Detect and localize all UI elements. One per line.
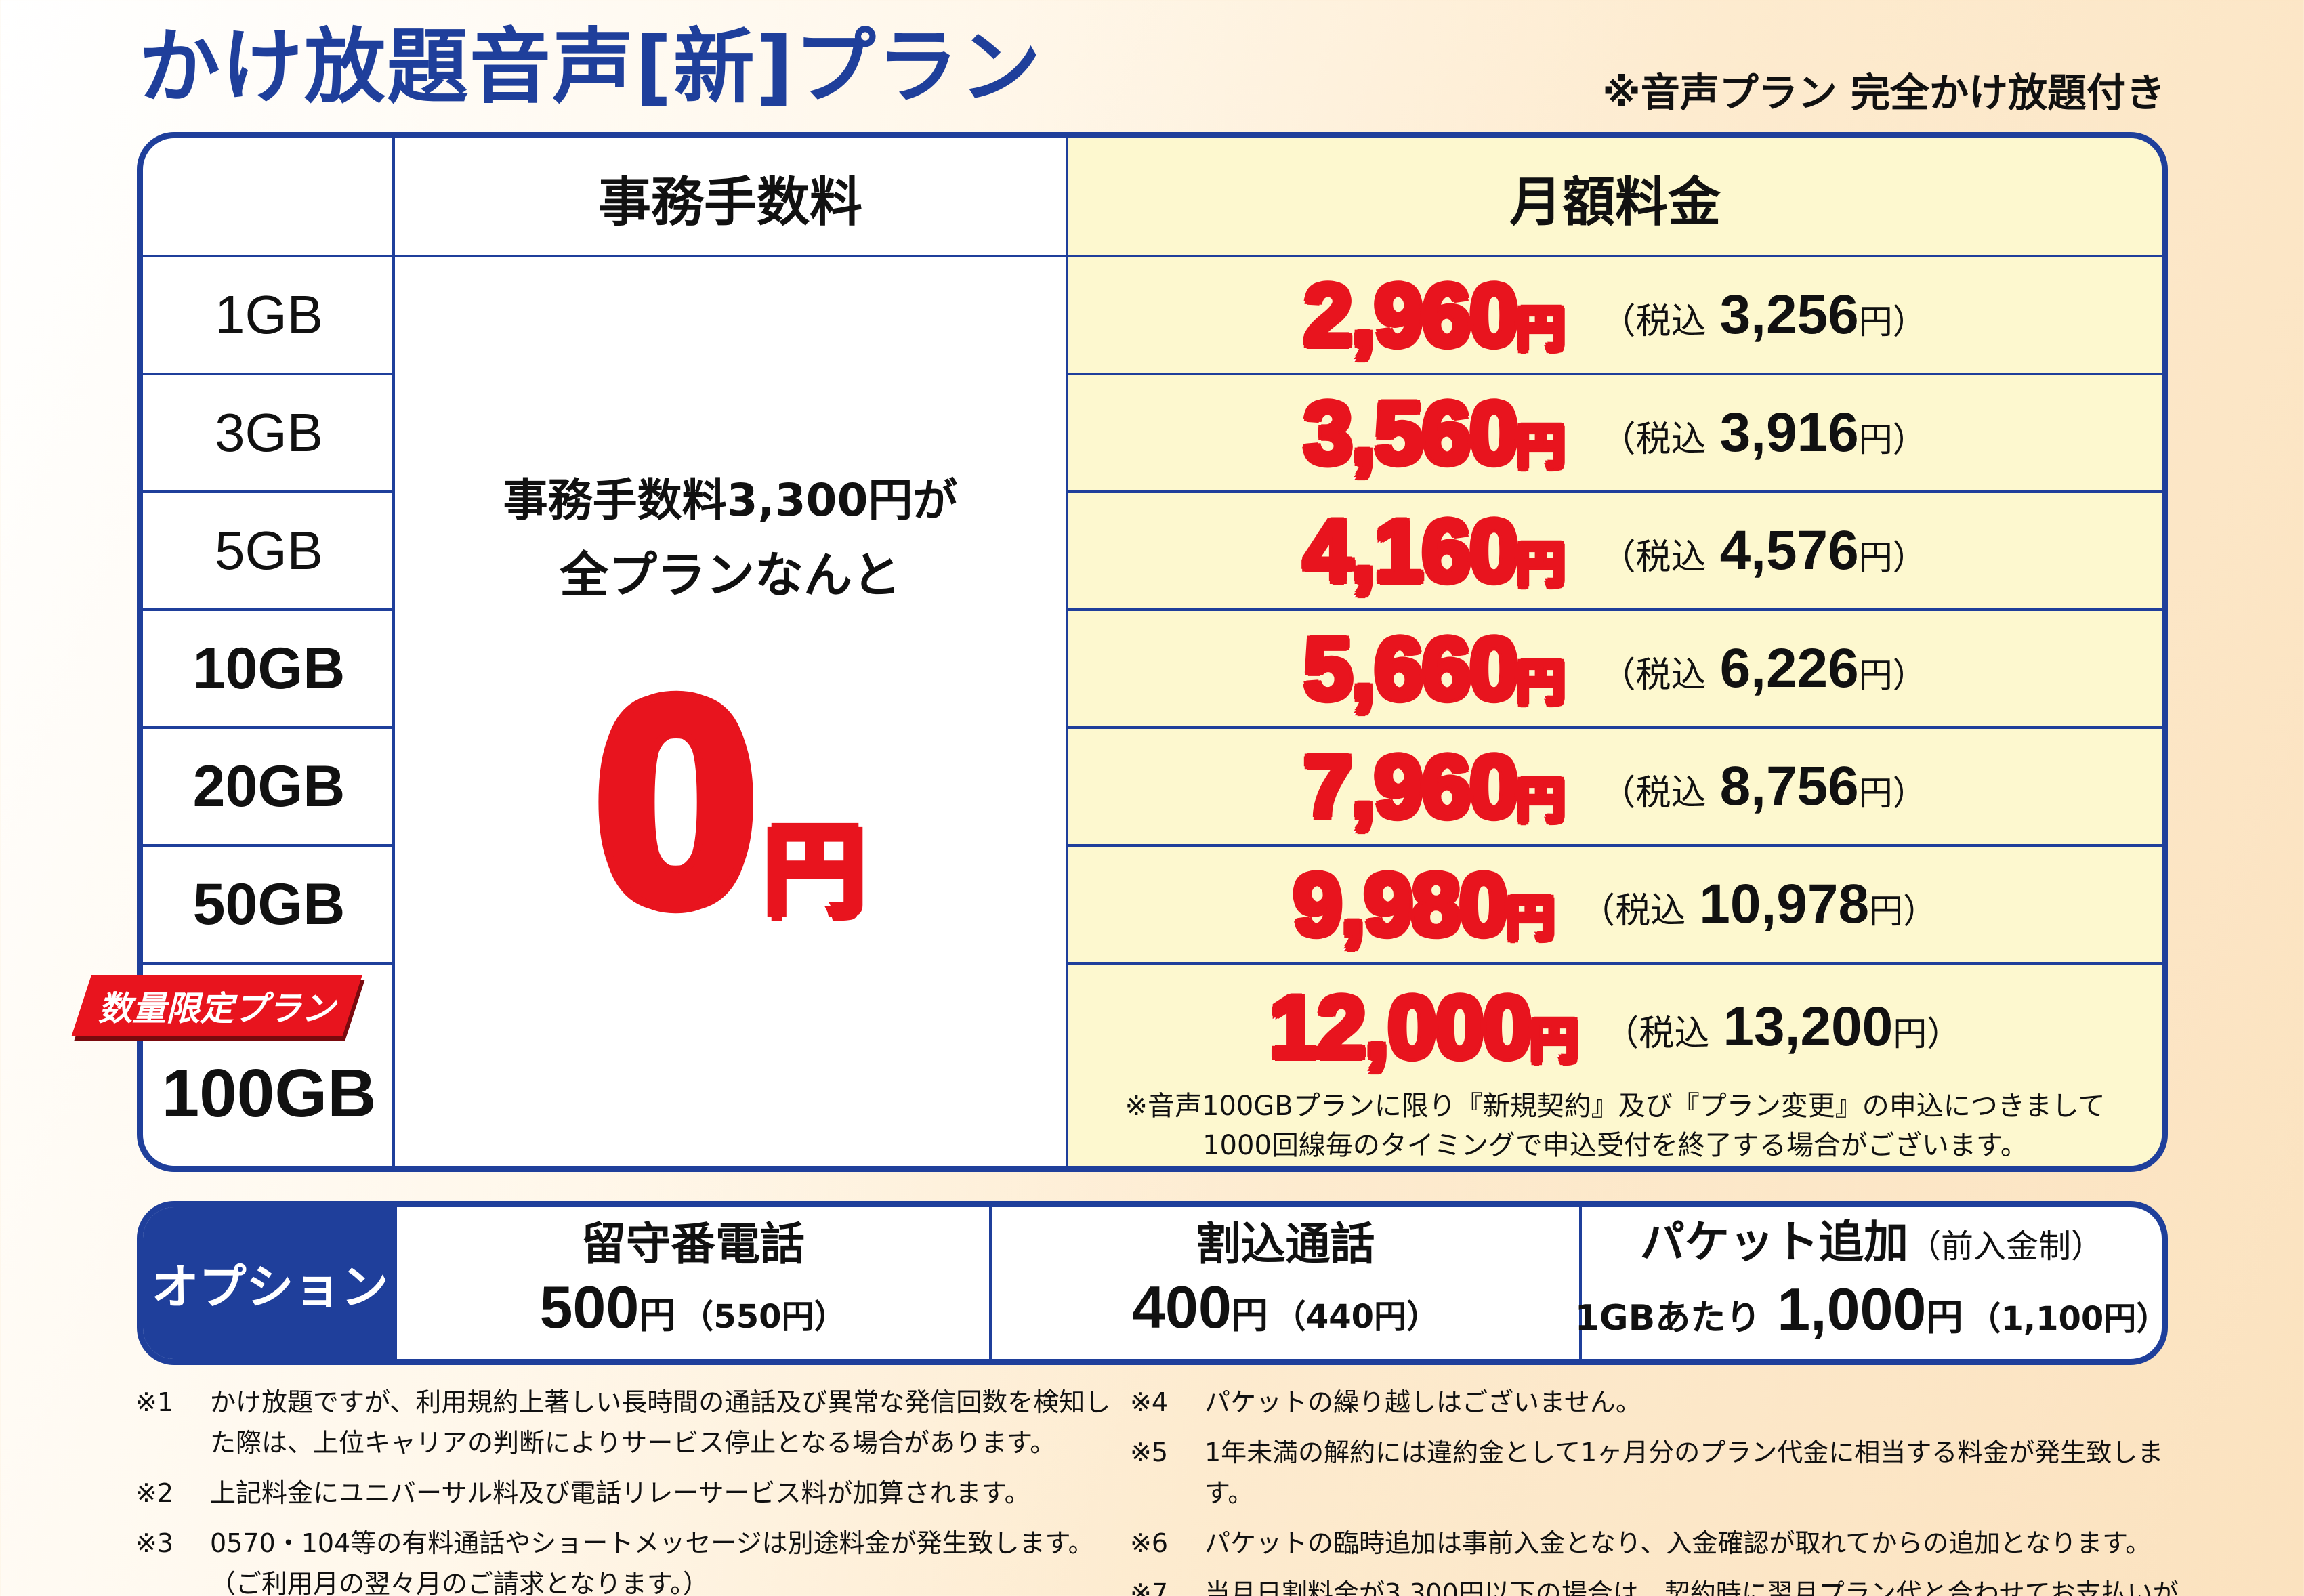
footnote: ※4 パケットの繰り越しはございません。 bbox=[1130, 1387, 1641, 1417]
option-packet-add: パケット追加（前入金制） 1GBあたり 1,000 円（1,100円） bbox=[1575, 1207, 2162, 1359]
plan-name: 1GB bbox=[214, 285, 324, 345]
column-divider bbox=[989, 1207, 992, 1359]
header-fee: 事務手数料 bbox=[598, 172, 862, 233]
fee-zero-badge: 0 円 bbox=[395, 626, 1066, 978]
monthly-price: 5,660円 bbox=[1301, 617, 1566, 720]
footnotes-right: ※4 パケットの繰り越しはございません。 ※5 1年未満の解約には違約金として1ヶ月… bbox=[1130, 1382, 2187, 1596]
tax-included-price: （税込 3,916 円） bbox=[1600, 402, 1927, 463]
monthly-price: 12,000円 bbox=[1268, 975, 1580, 1078]
header-divider bbox=[143, 255, 2162, 257]
monthly-price: 4,160円 bbox=[1301, 499, 1566, 602]
option-name: 割込通話 bbox=[1196, 1218, 1375, 1270]
tax-included-price: （税込 3,256 円） bbox=[1600, 284, 1927, 345]
row-divider bbox=[1068, 726, 2162, 729]
option-name: パケット追加（前入金制） bbox=[1639, 1216, 2103, 1268]
tax-included-price: （税込 4,576 円） bbox=[1600, 520, 1927, 581]
row-divider bbox=[1068, 608, 2162, 611]
row-divider bbox=[143, 490, 392, 493]
monthly-column-background bbox=[1066, 138, 2162, 1166]
price-row: 2,960円 （税込 3,256 円） bbox=[1068, 256, 2162, 374]
tax-included-price: （税込 6,226 円） bbox=[1600, 637, 1927, 699]
options-label: オプション bbox=[143, 1207, 397, 1359]
footnote: ※6 パケットの臨時追加は事前入金となり、入金確認が取れてからの追加となります。 bbox=[1130, 1528, 2152, 1558]
monthly-price: 9,980円 bbox=[1291, 853, 1556, 956]
footnote: ※1 かけ放題ですが、利用規約上著しい長時間の通話及び異常な発信回数を検知した際は… bbox=[135, 1387, 1111, 1458]
note-100gb: ※音声100GBプランに限り『新規契約』及び『プラン変更』の申込につきまして 1… bbox=[1068, 1087, 2162, 1165]
tax-included-price: （税込 10,978 円） bbox=[1580, 873, 1938, 935]
price-row: 5,660円 （税込 6,226 円） bbox=[1068, 610, 2162, 728]
monthly-price: 3,560円 bbox=[1301, 381, 1566, 484]
options-table: オプション 留守番電話 500 円（550円） 割込通話 400 円（440円） パ… bbox=[137, 1201, 2168, 1365]
page-title: かけ放題音声[新]プラン bbox=[139, 20, 1043, 114]
price-row: 9,980円 （税込 10,978 円） bbox=[1068, 845, 2162, 963]
fee-zero-number: 0 bbox=[591, 639, 760, 965]
note-line: ※音声100GBプランに限り『新規契約』及び『プラン変更』の申込につきまして bbox=[1125, 1091, 2106, 1122]
row-divider bbox=[143, 844, 392, 847]
footnotes-left: ※1 かけ放題ですが、利用規約上著しい長時間の通話及び異常な発信回数を検知した際は… bbox=[135, 1382, 1118, 1596]
row-divider bbox=[143, 962, 392, 965]
option-voicemail: 留守番電話 500 円（550円） bbox=[397, 1207, 989, 1359]
limited-plan-label: 数量限定プラン bbox=[98, 989, 335, 1028]
row-divider bbox=[143, 373, 392, 375]
price-row: 4,160円 （税込 4,576 円） bbox=[1068, 492, 2162, 610]
column-divider bbox=[392, 138, 395, 1166]
pricing-table: 事務手数料 月額料金 1GB 3GB 5GB 10GB 20GB 50GB 10… bbox=[137, 132, 2168, 1172]
row-divider bbox=[143, 726, 392, 729]
footnote: ※5 1年未満の解約には違約金として1ヶ月分のプラン代金に相当する料金が発生致しま… bbox=[1130, 1437, 2164, 1508]
footnote: ※2 上記料金にユニバーサル料及び電話リレーサービス料が加算されます。 bbox=[135, 1478, 1030, 1508]
price-row: 12,000円 （税込 13,200 円） bbox=[1068, 966, 2162, 1088]
fee-description: 事務手数料3,300円が 全プランなんと bbox=[395, 463, 1066, 612]
option-price: 1GBあたり 1,000 円（1,100円） bbox=[1574, 1276, 2168, 1343]
plan-name: 50GB bbox=[192, 871, 345, 937]
header-monthly: 月額料金 bbox=[1509, 172, 1721, 233]
monthly-price: 7,960円 bbox=[1301, 735, 1566, 838]
tax-included-price: （税込 8,756 円） bbox=[1600, 755, 1927, 817]
monthly-price: 2,960円 bbox=[1301, 264, 1566, 366]
option-price: 500 円（550円） bbox=[539, 1274, 847, 1341]
plan-name: 3GB bbox=[214, 402, 324, 463]
price-row: 3,560円 （税込 3,916 円） bbox=[1068, 374, 2162, 492]
plan-name: 10GB bbox=[192, 635, 345, 701]
column-divider bbox=[1579, 1207, 1582, 1359]
fee-line: 事務手数料3,300円が bbox=[503, 474, 958, 526]
fee-zero-yen: 円 bbox=[762, 812, 867, 933]
row-divider bbox=[143, 608, 392, 611]
plan-name: 100GB bbox=[161, 1055, 377, 1131]
row-divider bbox=[1068, 962, 2162, 965]
footnote: ※3 0570・104等の有料通話やショートメッセージは別途料金が発生致します。（… bbox=[135, 1528, 1094, 1596]
page-subtitle: ※音声プラン 完全かけ放題付き bbox=[1602, 70, 2165, 116]
tax-included-price: （税込 13,200 円） bbox=[1604, 996, 1961, 1057]
price-row: 7,960円 （税込 8,756 円） bbox=[1068, 728, 2162, 845]
option-call-waiting: 割込通話 400 円（440円） bbox=[992, 1207, 1579, 1359]
option-name: 留守番電話 bbox=[581, 1218, 805, 1270]
plan-name: 20GB bbox=[192, 753, 345, 819]
row-divider bbox=[1068, 844, 2162, 847]
option-price: 400 円（440円） bbox=[1131, 1274, 1440, 1341]
fee-line: 全プランなんと bbox=[559, 547, 901, 604]
column-divider bbox=[1066, 138, 1068, 1166]
row-divider bbox=[1068, 373, 2162, 375]
footnote: ※7 当月日割料金が3,300円以下の場合は、契約時に翌月プラン代と合わせてお支払… bbox=[1130, 1578, 2179, 1596]
note-line: 1000回線毎のタイミングで申込受付を終了する場合がございます。 bbox=[1202, 1130, 2028, 1161]
plan-name: 5GB bbox=[214, 520, 324, 581]
row-divider bbox=[1068, 490, 2162, 493]
limited-plan-badge: 数量限定プラン bbox=[71, 975, 362, 1036]
